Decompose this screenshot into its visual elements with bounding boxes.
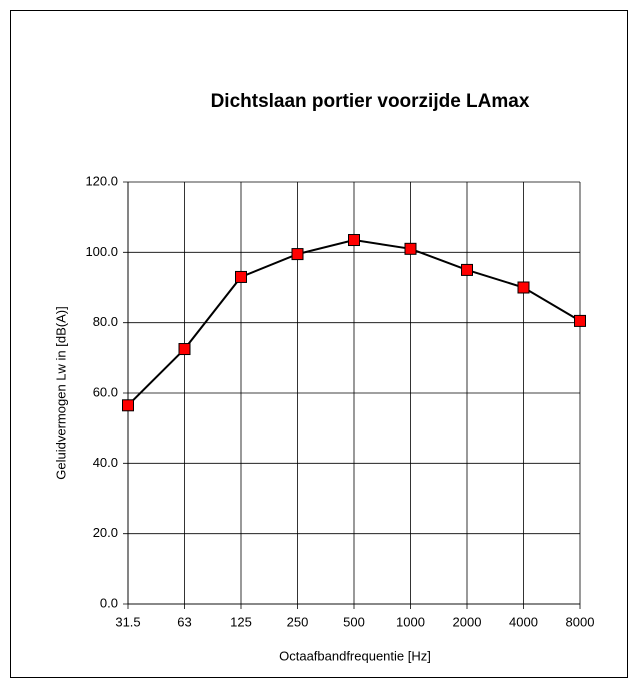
x-tick-label: 1000 [396, 614, 425, 629]
x-tick-label: 63 [177, 614, 191, 629]
chart-border [10, 10, 628, 678]
data-marker [461, 263, 473, 276]
chart-title: Dichtslaan portier voorzijde LAmax [211, 91, 530, 112]
y-tick-label: 120.0 [85, 173, 118, 188]
data-marker [291, 248, 304, 261]
y-tick-label: 60.0 [93, 384, 118, 399]
y-tick-label: 80.0 [93, 314, 118, 329]
data-marker [235, 270, 247, 283]
x-tick-label: 500 [343, 614, 365, 629]
x-tick-label: 125 [230, 614, 252, 629]
y-axis-label: Geluidvermogen Lw in [dB(A)] [53, 306, 68, 479]
x-tick-label: 2000 [453, 614, 482, 629]
y-tick-label: 100.0 [85, 244, 118, 259]
data-marker [574, 314, 586, 327]
x-tick-label: 250 [287, 614, 309, 629]
data-marker [404, 242, 417, 255]
y-tick-label: 40.0 [93, 455, 118, 470]
x-tick-label: 8000 [566, 614, 595, 629]
data-marker [348, 234, 360, 247]
data-marker [178, 343, 191, 356]
x-tick-label: 4000 [509, 614, 538, 629]
y-tick-label: 0.0 [100, 595, 118, 610]
data-marker [122, 399, 134, 412]
data-marker [517, 281, 530, 294]
y-tick-label: 20.0 [93, 525, 118, 540]
x-axis-label: Octaafbandfrequentie [Hz] [279, 648, 431, 663]
x-tick-label: 31.5 [115, 614, 140, 629]
